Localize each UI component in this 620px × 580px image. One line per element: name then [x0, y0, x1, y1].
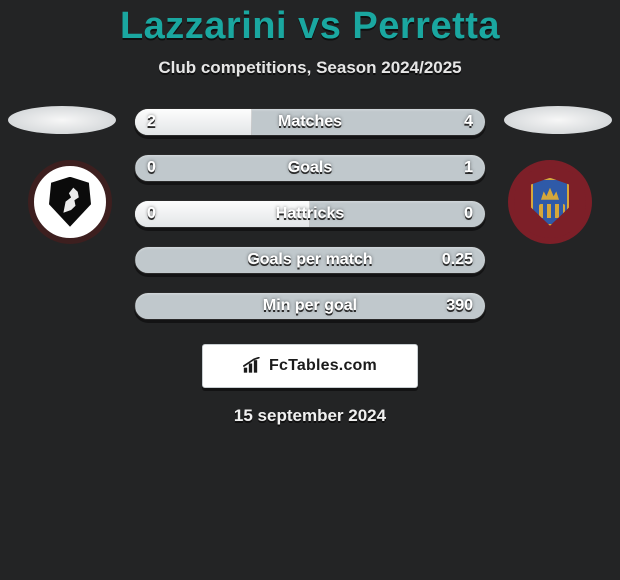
stat-bar: 0 Goals 1 — [134, 154, 486, 182]
stat-label: Goals per match — [247, 251, 372, 269]
stat-bar: 2 Matches 4 — [134, 108, 486, 136]
brand-box: FcTables.com — [202, 344, 418, 388]
player-photo-left-placeholder — [8, 106, 116, 134]
comparison-infographic: Lazzarini vs Perretta Club competitions,… — [0, 0, 620, 580]
club-badge-right — [508, 160, 592, 244]
stat-bar: Goals per match 0.25 — [134, 246, 486, 274]
stat-value-right: 390 — [446, 297, 473, 315]
stat-bar: Min per goal 390 — [134, 292, 486, 320]
brand-label: FcTables.com — [269, 357, 377, 375]
stat-label: Goals — [288, 159, 332, 177]
page-title: Lazzarini vs Perretta — [0, 6, 620, 48]
stat-label: Min per goal — [263, 297, 357, 315]
stat-value-right: 0.25 — [442, 251, 473, 269]
stat-value-right: 1 — [464, 159, 473, 177]
club-badge-left — [28, 160, 112, 244]
stat-value-left: 2 — [147, 113, 156, 131]
stat-value-left: 0 — [147, 205, 156, 223]
stat-fill-left — [135, 247, 136, 273]
stat-bars: 2 Matches 4 0 Goals 1 0 Hattricks 0 Goals per mat… — [134, 106, 486, 320]
club-right-crest-icon — [531, 178, 569, 226]
stat-label: Matches — [278, 113, 342, 131]
bar-chart-icon — [243, 357, 263, 375]
stat-value-right: 4 — [464, 113, 473, 131]
stat-bar: 0 Hattricks 0 — [134, 200, 486, 228]
stat-fill-left — [135, 293, 136, 319]
player-photo-right-placeholder — [504, 106, 612, 134]
stat-label: Hattricks — [276, 205, 344, 223]
stat-fill-left — [135, 155, 136, 181]
date-label: 15 september 2024 — [0, 406, 620, 426]
stat-stage: 2 Matches 4 0 Goals 1 0 Hattricks 0 Goals per mat… — [0, 106, 620, 426]
stat-value-left: 0 — [147, 159, 156, 177]
subtitle: Club competitions, Season 2024/2025 — [0, 58, 620, 78]
stat-value-right: 0 — [464, 205, 473, 223]
club-left-shield-icon — [49, 177, 91, 227]
